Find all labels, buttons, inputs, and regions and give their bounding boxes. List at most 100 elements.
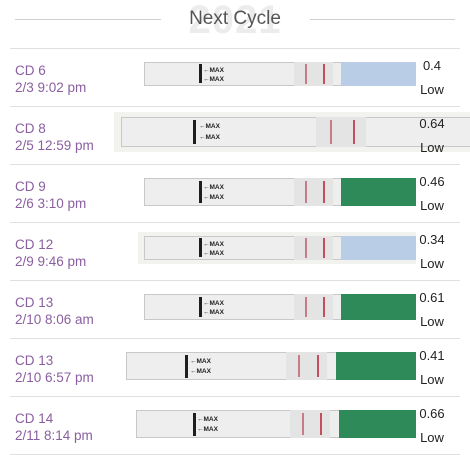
test-reading: 0.34 [419, 232, 445, 247]
test-datetime: 2/11 8:14 pm [15, 428, 93, 443]
result-window [290, 410, 330, 438]
result-window [294, 294, 333, 320]
max-label: ←MAX [203, 76, 224, 83]
max-label: ←MAX [203, 184, 224, 191]
test-strip-photo[interactable]: ←MAX ←MAX [130, 405, 416, 443]
header-divider-right [310, 19, 455, 20]
control-line [323, 238, 325, 258]
max-label: ←MAX [199, 123, 220, 130]
test-strip: ←MAX ←MAX [138, 232, 416, 264]
test-strip-photo[interactable]: ←MAX ←MAX [120, 347, 416, 385]
max-label: ←MAX [203, 67, 224, 74]
test-label: CD 13 2/10 6:57 pm [15, 352, 94, 386]
test-reading: 0.41 [419, 348, 445, 363]
test-row[interactable]: CD 6 2/3 9:02 pm ←MAX ←MAX 0.4 Low [10, 48, 460, 106]
cycle-day: CD 12 [15, 237, 54, 252]
max-line-bar [199, 297, 202, 317]
cycle-day: CD 9 [15, 179, 46, 194]
strip-handle [341, 236, 416, 260]
test-row[interactable]: CD 9 2/6 3:10 pm ←MAX ←MAX 0.46 Low [10, 164, 460, 222]
test-datetime: 2/10 6:57 pm [15, 370, 94, 385]
test-label: CD 14 2/11 8:14 pm [15, 410, 93, 444]
header-divider-left [15, 19, 161, 20]
test-level: Low [420, 372, 444, 387]
test-strip: ←MAX ←MAX [138, 174, 416, 210]
test-reading: 0.4 [422, 58, 442, 73]
max-line-bar [193, 413, 196, 436]
max-label: ←MAX [197, 416, 218, 423]
page-title: Next Cycle [189, 8, 281, 29]
test-datetime: 2/10 8:06 am [15, 312, 94, 327]
max-line-bar [193, 120, 196, 144]
max-line-bar [199, 64, 202, 83]
max-label: ←MAX [199, 134, 220, 141]
test-line [302, 412, 304, 436]
test-row[interactable]: CD 14 2/11 8:14 pm ←MAX ←MAX 0.66 Low [10, 396, 460, 455]
test-datetime: 2/9 9:46 pm [15, 254, 87, 269]
test-level: Low [420, 430, 444, 445]
cycle-day: CD 14 [15, 411, 54, 426]
test-reading: 0.46 [419, 174, 445, 189]
test-reading: 0.61 [419, 290, 445, 305]
test-line [305, 238, 307, 258]
test-line [330, 120, 332, 144]
test-strip: ←MAX ←MAX [120, 347, 416, 385]
test-line [305, 64, 307, 84]
strip-handle [341, 62, 416, 86]
max-line-bar [199, 181, 202, 203]
result-window [294, 178, 333, 206]
test-row[interactable]: CD 8 2/5 12:59 pm ←MAX ←MAX 0.64 Low [10, 106, 470, 164]
test-strip: ←MAX ←MAX [130, 405, 416, 443]
control-line [353, 120, 355, 144]
strip-handle [341, 178, 416, 206]
test-datetime: 2/5 12:59 pm [15, 138, 94, 153]
max-line-bar [185, 355, 188, 378]
control-line [317, 354, 319, 378]
test-strip-photo[interactable]: ←MAX ←MAX [138, 58, 416, 90]
test-strip: ←MAX ←MAX [114, 112, 470, 152]
test-row[interactable]: CD 13 2/10 6:57 pm ←MAX ←MAX 0.41 Low [10, 338, 460, 396]
control-line [323, 296, 325, 318]
control-line [323, 64, 325, 84]
test-strip: ←MAX ←MAX [138, 58, 416, 90]
max-label: ←MAX [190, 358, 211, 365]
result-window [294, 236, 333, 260]
max-label: ←MAX [203, 250, 224, 257]
test-list: CD 6 2/3 9:02 pm ←MAX ←MAX 0.4 Low CD 8 2… [0, 48, 470, 455]
test-strip-photo[interactable]: ←MAX ←MAX [138, 174, 416, 210]
strip-handle [339, 410, 416, 438]
test-strip: ←MAX ←MAX [138, 290, 416, 324]
strip-handle [336, 352, 416, 380]
test-strip-photo[interactable]: ←MAX ←MAX [138, 290, 416, 324]
max-label: ←MAX [203, 241, 224, 248]
control-line [323, 181, 325, 203]
test-strip-photo[interactable]: ←MAX ←MAX [138, 232, 416, 264]
test-line [305, 181, 307, 203]
section-header: 2021 Next Cycle [0, 0, 470, 42]
test-strip-photo[interactable]: ←MAX ←MAX [114, 112, 470, 152]
cycle-day: CD 8 [15, 121, 46, 136]
test-level: Low [420, 314, 444, 329]
test-line [298, 354, 300, 378]
cycle-day: CD 13 [15, 295, 54, 310]
test-label: CD 8 2/5 12:59 pm [15, 120, 94, 154]
max-label: ←MAX [203, 309, 224, 316]
max-label: ←MAX [190, 368, 211, 375]
test-label: CD 13 2/10 8:06 am [15, 294, 94, 328]
max-label: ←MAX [203, 194, 224, 201]
year-watermark: 2021 [188, 0, 282, 42]
max-label: ←MAX [197, 426, 218, 433]
max-line-bar [199, 238, 202, 257]
test-row[interactable]: CD 13 2/10 8:06 am ←MAX ←MAX 0.61 Low [10, 280, 460, 338]
test-datetime: 2/6 3:10 pm [15, 196, 87, 211]
test-level: Low [420, 198, 444, 213]
test-datetime: 2/3 9:02 pm [15, 80, 87, 95]
max-label: ←MAX [203, 300, 224, 307]
test-reading: 0.64 [419, 116, 445, 131]
test-label: CD 9 2/6 3:10 pm [15, 178, 86, 212]
cycle-day: CD 13 [15, 353, 54, 368]
result-window [294, 62, 333, 86]
control-line [320, 412, 322, 436]
test-row[interactable]: CD 12 2/9 9:46 pm ←MAX ←MAX 0.34 Low [10, 222, 460, 280]
strip-handle [341, 294, 416, 320]
